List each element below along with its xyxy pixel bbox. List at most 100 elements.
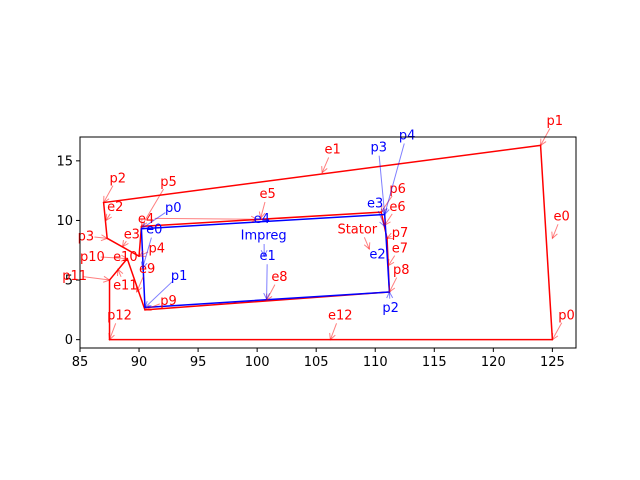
annotation-label: e5 xyxy=(260,187,276,202)
annotation-arrow xyxy=(380,195,393,213)
annotation-arrowhead xyxy=(263,292,271,301)
annotation-arrowhead xyxy=(258,211,266,220)
axis-ticks: 85 90 95 100 105 110 115 120 125 0 5 10 15 xyxy=(56,154,564,370)
annotation-arrowhead xyxy=(382,207,390,216)
y-tick-label: 15 xyxy=(56,154,73,169)
annotation-arrowhead xyxy=(321,166,328,174)
x-tick-label: 125 xyxy=(540,355,565,370)
annotation-label: Stator xyxy=(337,223,377,238)
annotation-arrowhead xyxy=(144,300,152,309)
annotation-arrowhead xyxy=(540,138,547,147)
annotation-arrow xyxy=(260,201,266,219)
annotation-label: p7 xyxy=(392,226,409,241)
annotation-arrow xyxy=(551,322,563,340)
annotation-arrowhead xyxy=(140,219,148,228)
annotation-arrow xyxy=(551,224,559,239)
x-tick-label: 105 xyxy=(304,355,329,370)
annotation-label: p2 xyxy=(110,171,127,186)
annotation-label: p2 xyxy=(382,301,399,316)
annotation-arrowhead xyxy=(380,205,388,214)
annotation-label: e4 xyxy=(254,212,270,227)
annotation-label: e1 xyxy=(324,143,340,158)
annotation-label: p10 xyxy=(80,250,105,265)
annotation-arrow xyxy=(144,303,160,311)
annotation-arrowhead xyxy=(103,275,111,283)
annotation-label: e2 xyxy=(369,248,385,263)
annotation-label: p0 xyxy=(558,308,575,323)
annotation-arrow xyxy=(82,276,110,281)
annotation-arrowhead xyxy=(140,222,149,230)
annotation-arrow xyxy=(329,323,337,340)
plot-frame xyxy=(79,136,577,349)
annotation-arrow xyxy=(103,185,114,203)
annotation-arrowhead xyxy=(386,290,394,299)
annotation-arrow xyxy=(266,284,276,301)
annotation-label: p3 xyxy=(371,140,388,155)
annotation-label: e10 xyxy=(113,250,138,265)
annotation-label: e12 xyxy=(328,308,353,323)
annotation-label: p4 xyxy=(399,128,416,143)
annotation-label: p1 xyxy=(546,114,563,129)
annotation-arrow xyxy=(105,213,111,221)
annotation-label: e7 xyxy=(392,242,408,257)
annotation-label: Impreg xyxy=(241,229,287,244)
annotation-label: e0 xyxy=(554,209,570,224)
annotation-label: e1 xyxy=(260,249,276,264)
annotation-label: p9 xyxy=(160,294,177,309)
y-tick-label: 0 xyxy=(65,333,73,348)
annotation-label: p6 xyxy=(389,182,406,197)
x-tick-label: 115 xyxy=(422,355,447,370)
x-tick-label: 85 xyxy=(72,355,89,370)
annotation-label: e0 xyxy=(146,223,162,238)
annotation-arrowhead xyxy=(100,234,109,242)
annotation-arrowhead xyxy=(363,242,371,251)
annotation-arrow xyxy=(377,210,386,227)
x-tick-label: 95 xyxy=(190,355,207,370)
annotation-arrowhead xyxy=(116,268,124,277)
annotation-arrow xyxy=(144,281,173,308)
annotation-label: p8 xyxy=(393,263,410,278)
annotation-arrowhead xyxy=(103,195,110,204)
annotation-arrowhead xyxy=(551,231,558,240)
annotation-label: p5 xyxy=(160,175,177,190)
annotation-arrow xyxy=(109,323,117,340)
annotation-label: p0 xyxy=(165,201,182,216)
annotation-arrow xyxy=(384,143,405,215)
annotation-label: p4 xyxy=(148,242,165,257)
annotation-arrow xyxy=(94,236,108,239)
annotation-label: e8 xyxy=(271,270,287,285)
annotation-label: e6 xyxy=(389,200,405,215)
annotation-arrowhead xyxy=(108,332,115,341)
annotation-arrowhead xyxy=(551,332,559,341)
annotation-arrowhead xyxy=(140,261,148,270)
annotation-label: p3 xyxy=(78,230,95,245)
y-tick-label: 10 xyxy=(56,214,73,229)
annotation-arrow xyxy=(142,237,152,269)
annotation-arrowhead xyxy=(250,215,259,223)
annotation-arrow xyxy=(122,240,127,247)
annotation-label: p1 xyxy=(171,269,188,284)
annotation-arrow xyxy=(136,276,144,293)
annotation-arrowhead xyxy=(386,232,394,240)
annotation-arrow xyxy=(266,264,268,300)
annotation-arrow xyxy=(378,155,386,215)
y-tick-label: 5 xyxy=(65,274,73,289)
annotation-arrowhead xyxy=(384,218,391,227)
annotation-arrowhead xyxy=(387,259,395,267)
annotation-arrow xyxy=(141,212,166,230)
annotation-arrowhead xyxy=(329,332,336,341)
annotation-arrowhead xyxy=(379,219,386,228)
x-tick-label: 110 xyxy=(363,355,388,370)
x-tick-label: 90 xyxy=(131,355,148,370)
x-tick-label: 100 xyxy=(245,355,270,370)
annotation-arrowhead xyxy=(260,249,268,258)
annotation-label: e2 xyxy=(107,200,123,215)
annotation-arrow xyxy=(117,269,122,278)
annotation-label: e11 xyxy=(113,279,138,294)
annotation-arrow xyxy=(100,256,128,260)
annotation-arrow xyxy=(154,217,258,220)
annotation-arrowhead xyxy=(121,239,129,248)
annotation-arrowhead xyxy=(120,254,129,262)
